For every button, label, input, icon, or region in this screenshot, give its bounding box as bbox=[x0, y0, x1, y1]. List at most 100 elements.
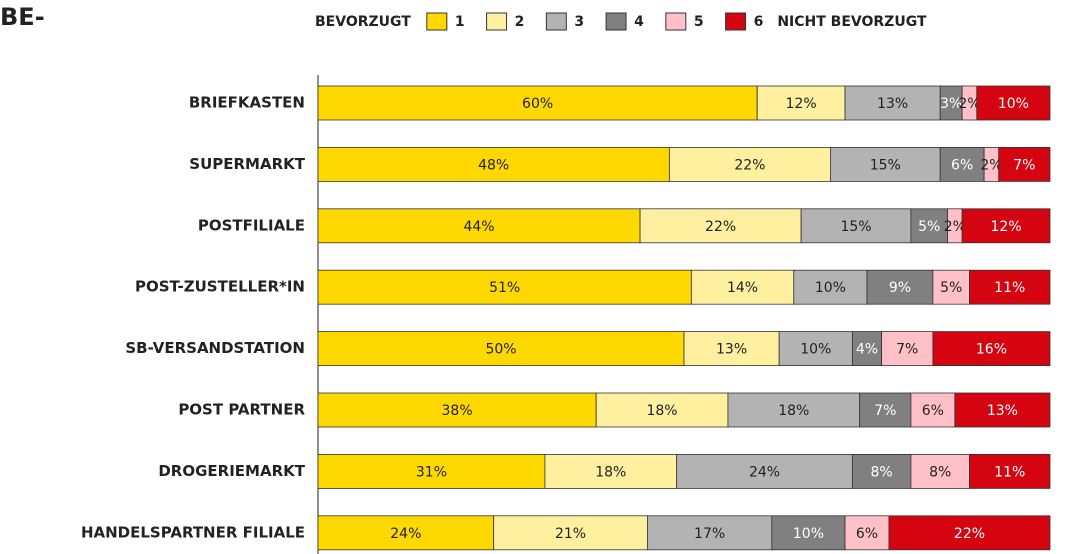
bar-segment bbox=[932, 269, 970, 305]
bar-segment bbox=[595, 392, 729, 428]
value-label: 6% bbox=[856, 526, 878, 542]
value-label: 18% bbox=[778, 403, 809, 419]
bar-segment bbox=[690, 269, 795, 305]
bar-segment bbox=[544, 453, 678, 489]
value-label: 22% bbox=[954, 526, 985, 542]
value-label: 11% bbox=[994, 464, 1025, 480]
value-label: 18% bbox=[595, 464, 626, 480]
value-label: 4% bbox=[856, 342, 878, 358]
bar-segment bbox=[866, 269, 934, 305]
legend-swatch bbox=[725, 12, 747, 31]
value-label: 48% bbox=[478, 157, 509, 173]
bar-segment bbox=[317, 515, 495, 551]
bar-segment bbox=[932, 331, 1051, 367]
value-label: 16% bbox=[976, 342, 1007, 358]
value-label: 38% bbox=[442, 403, 473, 419]
bar-segment bbox=[778, 331, 853, 367]
value-label: 6% bbox=[922, 403, 944, 419]
category-label: SUPERMARKT bbox=[189, 155, 305, 173]
legend-label: 1 bbox=[455, 14, 465, 30]
category-label: HANDELSPARTNER FILIALE bbox=[81, 523, 305, 541]
bar-segment bbox=[888, 515, 1051, 551]
bar-segment bbox=[793, 269, 868, 305]
bar-segment bbox=[756, 85, 846, 121]
bar-segment bbox=[954, 392, 1051, 428]
value-label: 12% bbox=[991, 219, 1022, 235]
legend-label: 4 bbox=[634, 14, 644, 30]
value-label: 7% bbox=[874, 403, 896, 419]
bar-segment bbox=[683, 331, 780, 367]
bar-segment bbox=[317, 208, 641, 244]
value-label: 7% bbox=[896, 342, 918, 358]
bar-segment bbox=[317, 453, 546, 489]
bar-segment bbox=[830, 146, 941, 182]
value-label: 22% bbox=[705, 219, 736, 235]
legend-swatch bbox=[426, 12, 448, 31]
value-label: 10% bbox=[800, 342, 831, 358]
legend-swatch bbox=[665, 12, 687, 31]
chart-title: BE- bbox=[0, 3, 45, 31]
bar-segment bbox=[969, 453, 1051, 489]
value-label: 5% bbox=[940, 280, 962, 296]
value-label: 10% bbox=[793, 526, 824, 542]
category-label: BRIEFKASTEN bbox=[189, 94, 305, 112]
bar-segment bbox=[800, 208, 912, 244]
value-label: 13% bbox=[716, 342, 747, 358]
bar-segment bbox=[647, 515, 773, 551]
value-label: 18% bbox=[646, 403, 677, 419]
bar-segment bbox=[668, 146, 831, 182]
category-label: DROGERIEMARKT bbox=[158, 462, 305, 480]
value-label: 44% bbox=[463, 219, 494, 235]
value-label: 24% bbox=[749, 464, 780, 480]
legend-label: 5 bbox=[694, 14, 704, 30]
legend-swatch bbox=[605, 12, 627, 31]
value-label: 3% bbox=[940, 96, 962, 112]
legend-end-label: NICHT BEVORZUGT bbox=[777, 14, 927, 30]
value-label: 21% bbox=[555, 526, 586, 542]
bar-segment bbox=[851, 453, 912, 489]
bar-segment bbox=[771, 515, 846, 551]
value-label: 7% bbox=[1013, 157, 1035, 173]
category-label: SB-VERSANDSTATION bbox=[125, 339, 305, 357]
bar-segment bbox=[910, 392, 956, 428]
value-label: 8% bbox=[929, 464, 951, 480]
value-label: 5% bbox=[918, 219, 940, 235]
value-label: 17% bbox=[694, 526, 725, 542]
value-label: 24% bbox=[390, 526, 421, 542]
value-label: 22% bbox=[734, 157, 765, 173]
bar-segment bbox=[939, 146, 985, 182]
value-label: 10% bbox=[998, 96, 1029, 112]
value-label: 15% bbox=[840, 219, 871, 235]
bar-segment bbox=[881, 331, 934, 367]
category-label: POSTFILIALE bbox=[198, 216, 305, 234]
bar-segment bbox=[493, 515, 648, 551]
bar-segment bbox=[851, 331, 883, 367]
legend-label: 6 bbox=[754, 14, 764, 30]
value-label: 2% bbox=[958, 96, 980, 112]
legend-swatch bbox=[545, 12, 567, 31]
value-label: 2% bbox=[980, 157, 1002, 173]
value-label: 6% bbox=[951, 157, 973, 173]
value-label: 2% bbox=[944, 219, 966, 235]
legend-start-label: BEVORZUGT bbox=[315, 14, 411, 30]
bar-segment bbox=[317, 392, 597, 428]
bar-segment bbox=[910, 208, 948, 244]
bar-segment bbox=[317, 85, 758, 121]
value-label: 12% bbox=[786, 96, 817, 112]
legend-swatch bbox=[486, 12, 508, 31]
value-label: 31% bbox=[416, 464, 447, 480]
value-label: 60% bbox=[522, 96, 553, 112]
bar-segment bbox=[317, 331, 685, 367]
bar-segment bbox=[317, 269, 692, 305]
value-label: 50% bbox=[485, 342, 516, 358]
value-label: 13% bbox=[987, 403, 1018, 419]
value-label: 9% bbox=[889, 280, 911, 296]
value-label: 11% bbox=[994, 280, 1025, 296]
bar-segment bbox=[844, 85, 941, 121]
bar-segment bbox=[961, 208, 1051, 244]
bar-segment bbox=[969, 269, 1051, 305]
bar-segment bbox=[859, 392, 912, 428]
value-label: 8% bbox=[871, 464, 893, 480]
category-label: POST-ZUSTELLER*IN bbox=[135, 278, 305, 296]
